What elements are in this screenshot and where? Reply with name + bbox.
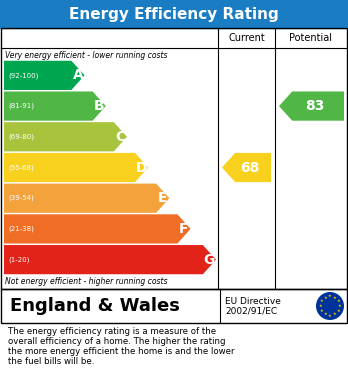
Text: 68: 68 (240, 160, 260, 174)
Text: ★: ★ (319, 304, 322, 308)
Text: ★: ★ (328, 294, 332, 298)
Text: Very energy efficient - lower running costs: Very energy efficient - lower running co… (5, 51, 167, 60)
Text: E: E (158, 191, 167, 205)
Text: EU Directive: EU Directive (225, 296, 281, 305)
Text: ★: ★ (333, 312, 337, 316)
Text: C: C (115, 130, 126, 144)
Polygon shape (4, 153, 148, 182)
Polygon shape (4, 245, 216, 274)
Text: (81-91): (81-91) (8, 103, 34, 109)
Text: A: A (73, 68, 84, 83)
Text: England & Wales: England & Wales (10, 297, 180, 315)
Text: Energy Efficiency Rating: Energy Efficiency Rating (69, 7, 279, 22)
Text: ★: ★ (333, 296, 337, 300)
Text: (39-54): (39-54) (8, 195, 34, 201)
Text: ★: ★ (320, 309, 324, 313)
Text: Not energy efficient - higher running costs: Not energy efficient - higher running co… (5, 277, 167, 286)
Text: (55-68): (55-68) (8, 164, 34, 171)
Polygon shape (4, 91, 106, 121)
Text: 2002/91/EC: 2002/91/EC (225, 307, 277, 316)
Text: the fuel bills will be.: the fuel bills will be. (8, 357, 94, 366)
Text: D: D (136, 160, 147, 174)
Text: (21-38): (21-38) (8, 226, 34, 232)
Text: ★: ★ (320, 299, 324, 303)
Text: Potential: Potential (290, 33, 332, 43)
Text: (69-80): (69-80) (8, 134, 34, 140)
Polygon shape (4, 122, 127, 151)
Bar (1, 28, 347, 289)
Text: overall efficiency of a home. The higher the rating: overall efficiency of a home. The higher… (8, 337, 226, 346)
Text: Current: Current (228, 33, 265, 43)
Text: ★: ★ (338, 304, 341, 308)
Text: F: F (179, 222, 189, 236)
Polygon shape (4, 214, 191, 244)
Text: ★: ★ (337, 309, 340, 313)
Text: 83: 83 (305, 99, 324, 113)
Bar (1, 289, 347, 323)
Text: ★: ★ (337, 299, 340, 303)
Text: the more energy efficient the home is and the lower: the more energy efficient the home is an… (8, 347, 235, 356)
Polygon shape (222, 153, 271, 182)
Text: (1-20): (1-20) (8, 256, 29, 263)
Circle shape (316, 292, 344, 320)
Text: ★: ★ (323, 296, 327, 300)
Bar (0, 0, 348, 28)
Text: ★: ★ (328, 314, 332, 317)
Text: (92-100): (92-100) (8, 72, 38, 79)
Polygon shape (4, 61, 85, 90)
Text: G: G (204, 253, 215, 267)
Polygon shape (4, 184, 169, 213)
Text: The energy efficiency rating is a measure of the: The energy efficiency rating is a measur… (8, 327, 216, 336)
Text: ★: ★ (323, 312, 327, 316)
Polygon shape (279, 91, 344, 121)
Bar (1, 289, 347, 323)
Text: B: B (94, 99, 104, 113)
